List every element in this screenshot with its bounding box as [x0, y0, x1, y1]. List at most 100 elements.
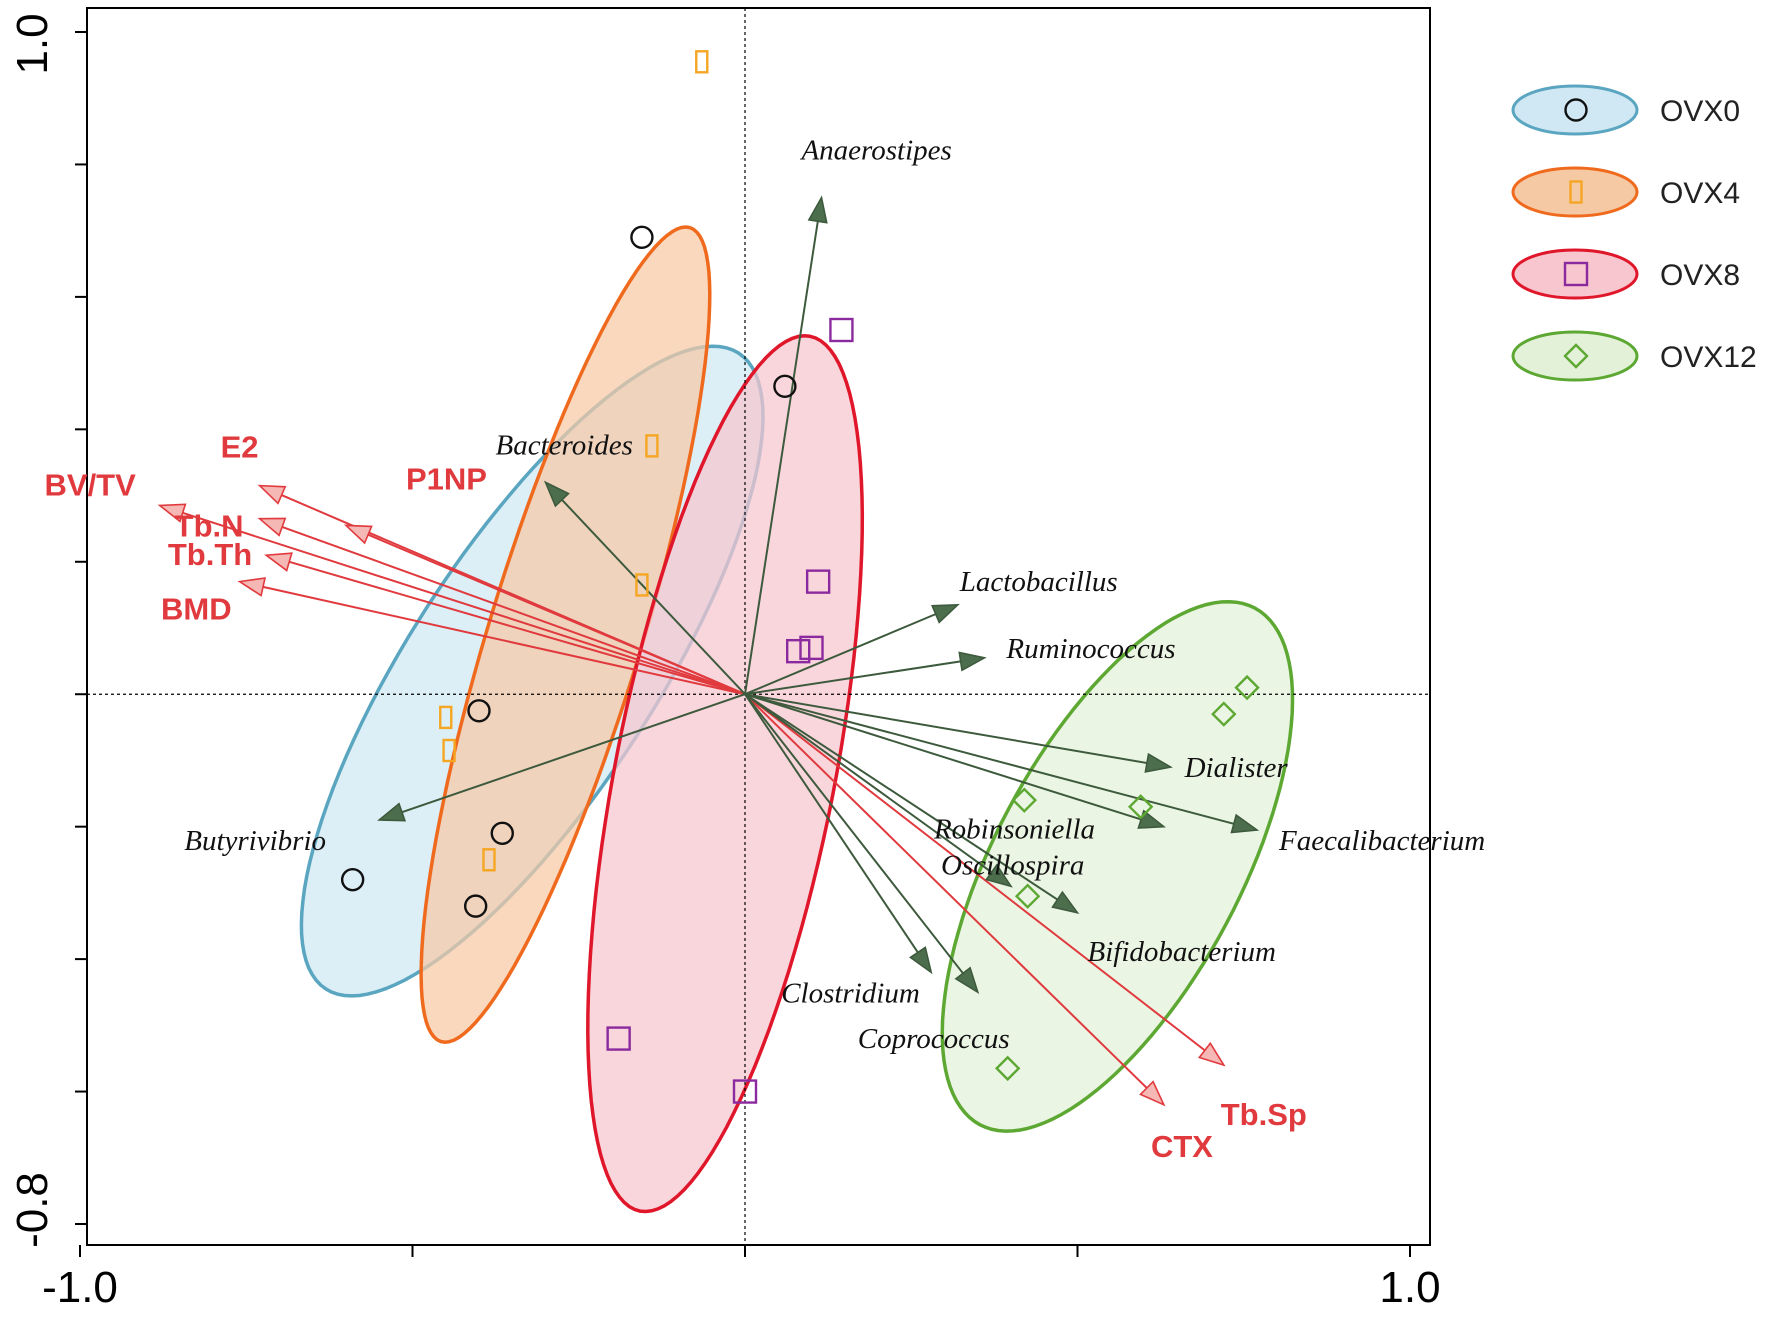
point-ovx4 — [645, 434, 659, 458]
species-arrow-oscillospira-shaft — [744, 693, 993, 874]
species-arrow-clostridium-head — [908, 946, 933, 975]
point-ovx0 — [773, 374, 797, 398]
env-arrow-bv-tv-head — [157, 503, 187, 523]
env-arrow-p1np-head — [343, 524, 373, 545]
species-arrow-anaerostipes-shaft — [744, 221, 819, 695]
x-tick-label: -1.0 — [42, 1263, 118, 1312]
legend-swatch — [1511, 330, 1639, 382]
species-arrow-dialister-shaft — [744, 693, 1148, 765]
legend: OVX0 OVX4 OVX8 OVX12 — [1511, 84, 1757, 382]
env-label-tb-sp: Tb.Sp — [1221, 1097, 1307, 1132]
y-tick-label: -0.8 — [8, 1172, 57, 1248]
env-label-bv-tv: BV/TV — [45, 467, 137, 502]
env-label-tb-th: Tb.Th — [168, 537, 252, 572]
species-label-bacteroides: Bacteroides — [496, 429, 633, 461]
species-arrow-dialister-head — [1144, 752, 1173, 773]
legend-item-ovx12: OVX12 — [1511, 330, 1757, 382]
species-label-bifidobacterium: Bifidobacterium — [1088, 936, 1276, 968]
env-arrow-ctx-shaft — [744, 693, 1148, 1089]
legend-label: OVX4 — [1660, 177, 1740, 210]
species-arrow-clostridium-shaft — [744, 693, 919, 953]
legend-label: OVX8 — [1660, 259, 1740, 292]
species-arrow-bifidobacterium-head — [1051, 890, 1080, 915]
point-ovx4 — [482, 848, 496, 872]
legend-marker — [1563, 343, 1589, 369]
species-arrow-robinsoniella-shaft — [744, 693, 1142, 821]
point-ovx8 — [805, 569, 831, 594]
species-label-coprococcus: Coprococcus — [858, 1023, 1010, 1055]
species-arrow-lactobacillus-shaft — [744, 613, 937, 696]
species-arrow-coprococcus-shaft — [744, 693, 964, 974]
species-label-anaerostipes: Anaerostipes — [799, 135, 951, 167]
env-arrow-p1np-shaft — [367, 533, 746, 696]
point-ovx4 — [635, 573, 649, 597]
point-ovx12 — [1011, 787, 1037, 813]
point-ovx0 — [630, 225, 654, 249]
env-arrow-tb-sp-shaft — [744, 693, 1206, 1052]
point-ovx12 — [1211, 701, 1237, 727]
point-ovx12 — [1014, 883, 1041, 909]
species-arrow-bifidobacterium-shaft — [744, 693, 1058, 901]
legend-label: OVX12 — [1660, 341, 1757, 374]
species-label-oscillospira: Oscillospira — [941, 849, 1084, 881]
legend-swatch — [1511, 84, 1639, 136]
env-label-ctx: CTX — [1151, 1129, 1213, 1164]
species-label-faecalibacterium: Faecalibacterium — [1278, 825, 1485, 857]
env-label-bmd: BMD — [161, 592, 232, 627]
legend-marker — [1569, 180, 1583, 204]
point-ovx8 — [606, 1026, 631, 1051]
species-arrow-ruminococcus-head — [958, 651, 987, 672]
species-arrow-faecalibacterium-head — [1230, 813, 1260, 834]
point-ovx4 — [439, 705, 453, 730]
legend-marker — [1563, 261, 1589, 287]
point-ovx12 — [1127, 794, 1154, 820]
species-arrow-butyrivibrio-shaft — [401, 693, 746, 814]
point-ovx0 — [467, 699, 491, 723]
legend-item-ovx4: OVX4 — [1511, 166, 1740, 218]
env-arrow-bmd-head — [237, 577, 267, 597]
point-ovx8 — [829, 317, 854, 343]
species-label-robinsoniella: Robinsoniella — [933, 814, 1095, 846]
sample-points — [340, 50, 1260, 1104]
point-ovx4 — [695, 50, 709, 74]
species-arrow-ruminococcus-shaft — [744, 660, 961, 696]
point-ovx0 — [340, 867, 365, 892]
legend-swatch — [1511, 166, 1639, 218]
legend-item-ovx0: OVX0 — [1511, 84, 1740, 136]
species-label-butyrivibrio: Butyrivibrio — [184, 825, 326, 857]
env-arrow-tb-sp-head — [1197, 1041, 1226, 1067]
ellipse-ovx12 — [940, 599, 1295, 1133]
legend-item-ovx8: OVX8 — [1511, 248, 1740, 300]
species-label-lactobacillus: Lactobacillus — [959, 566, 1118, 598]
species-label-dialister: Dialister — [1184, 752, 1289, 784]
species-arrow-faecalibacterium-shaft — [744, 693, 1235, 825]
species-arrow-bacteroides-head — [543, 480, 570, 508]
group-ellipses — [299, 225, 1295, 1214]
ellipse-ovx8 — [586, 334, 865, 1214]
species-arrow-coprococcus-head — [954, 966, 980, 994]
env-arrow-tb-n-head — [257, 517, 287, 537]
env-arrow-bv-tv-shaft — [182, 511, 746, 696]
point-ovx8 — [799, 635, 824, 661]
point-ovx4 — [442, 738, 456, 763]
species-arrow-bacteroides-shaft — [561, 499, 746, 695]
species-arrow-oscillospira-head — [984, 863, 1013, 888]
env-label-p1np: P1NP — [406, 461, 487, 496]
point-ovx12 — [994, 1055, 1021, 1082]
env-arrow-tb-th-shaft — [288, 560, 746, 696]
env-arrow-tb-th-head — [264, 552, 293, 572]
env-label-tb-n: Tb.N — [175, 509, 244, 544]
species-label-ruminococcus: Ruminococcus — [1005, 633, 1175, 665]
point-ovx12 — [1234, 674, 1260, 701]
plot-axes: -1.0 1.0 1.0 -0.8 — [8, 7, 1441, 1312]
point-ovx0 — [463, 894, 488, 918]
point-ovx0 — [490, 821, 514, 845]
env-label-e2: E2 — [221, 430, 259, 465]
species-arrow-lactobacillus-head — [931, 603, 960, 624]
legend-marker — [1564, 98, 1588, 122]
env-arrow-bmd-shaft — [262, 585, 746, 696]
species-arrow-anaerostipes-head — [807, 195, 828, 224]
plot-frame — [86, 7, 1431, 1246]
